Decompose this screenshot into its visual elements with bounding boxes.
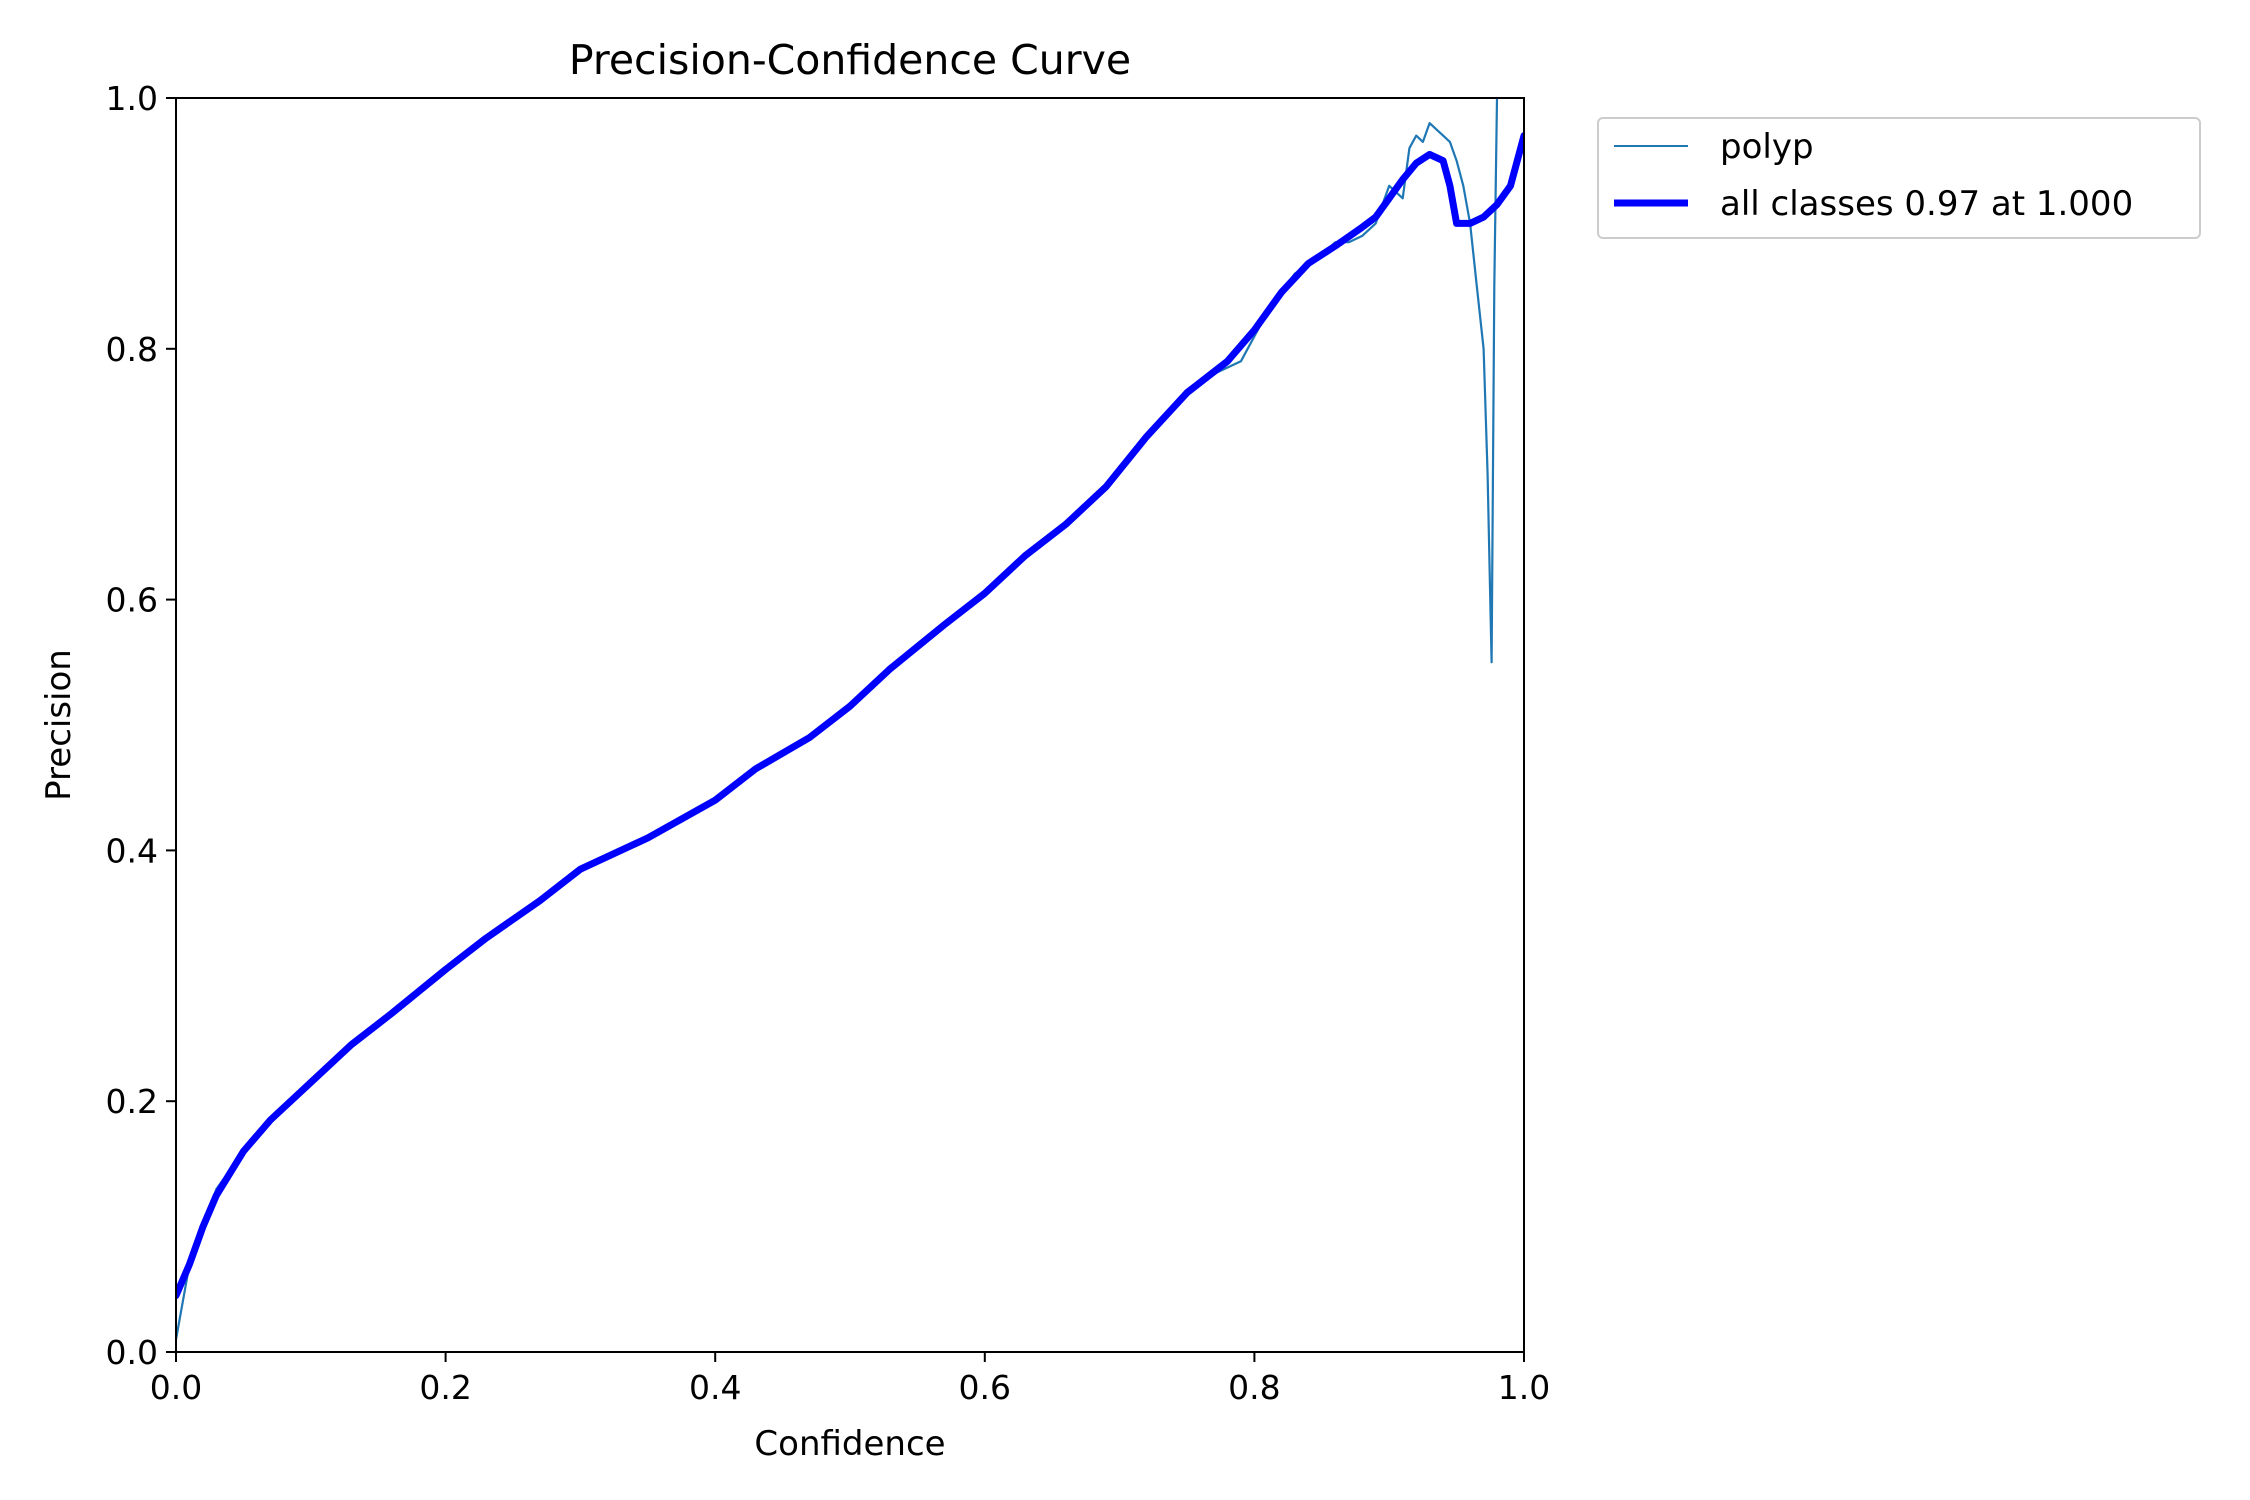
axes-frame xyxy=(175,97,1525,1353)
legend-label-polyp: polyp xyxy=(1720,127,1814,167)
series-layer xyxy=(176,96,1524,1341)
chart-title: Precision-Confidence Curve xyxy=(569,36,1131,84)
y-axis-label: Precision xyxy=(39,649,79,801)
y-tick-label: 1.0 xyxy=(106,79,158,118)
y-tick-label: 0.4 xyxy=(106,831,158,870)
legend: polyp all classes 0.97 at 1.000 xyxy=(1597,117,2201,239)
legend-label-all-classes: all classes 0.97 at 1.000 xyxy=(1720,184,2133,224)
x-tick-label: 0.8 xyxy=(1228,1368,1280,1407)
series-line-all-classes xyxy=(176,132,1524,1300)
x-tick-label: 1.0 xyxy=(1498,1368,1550,1407)
y-tick-label: 0.8 xyxy=(106,330,158,369)
plot-area: 0.0 0.2 0.4 0.6 0.8 1.0 0.0 0.2 0.4 0.6 0.8 1.0 xyxy=(106,79,1551,1407)
x-tick-label: 0.4 xyxy=(689,1368,741,1407)
legend-box xyxy=(1597,117,2201,239)
y-tick-label: 0.2 xyxy=(106,1082,158,1121)
x-axis-label: Confidence xyxy=(754,1424,945,1464)
x-tick-label: 0.2 xyxy=(419,1368,471,1407)
y-tick-label: 0.6 xyxy=(106,581,158,620)
x-tick-label: 0.6 xyxy=(959,1368,1011,1407)
y-tick-label: 0.0 xyxy=(106,1333,158,1372)
x-tick-label: 0.0 xyxy=(150,1368,202,1407)
x-axis-ticks: 0.0 0.2 0.4 0.6 0.8 1.0 xyxy=(150,1352,1550,1407)
y-axis-ticks: 0.0 0.2 0.4 0.6 0.8 1.0 xyxy=(106,79,176,1372)
